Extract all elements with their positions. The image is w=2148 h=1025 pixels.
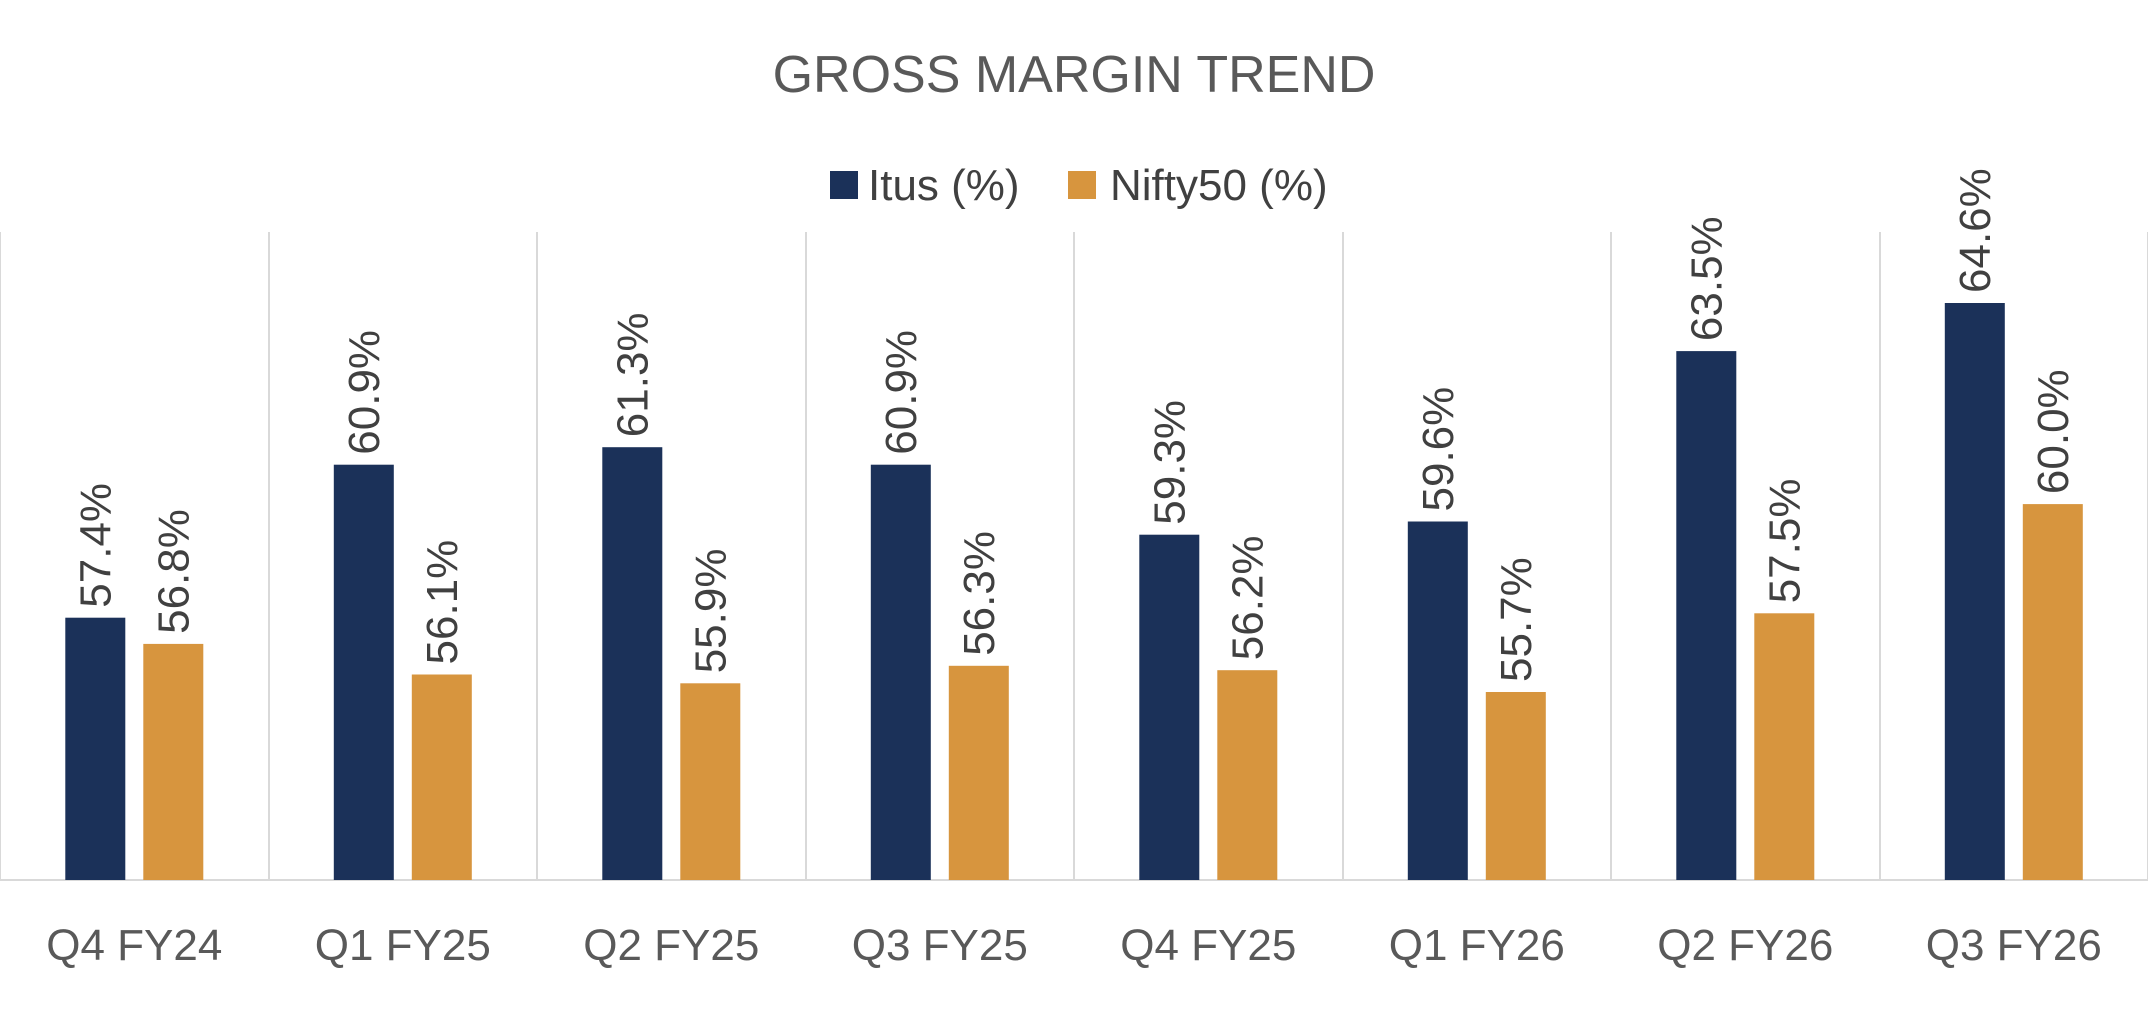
plot-area: 57.4% 56.8% Q4 FY24 60.9% 56.1% Q1 FY25 61.3% 5… [0, 168, 2148, 970]
legend-label-itus: Itus (%) [868, 161, 1020, 210]
bar-nifty50 [2022, 504, 2083, 880]
bar-itus [1944, 303, 2005, 880]
data-label: 59.6% [1414, 387, 1463, 512]
x-tick-label: Q3 FY25 [852, 921, 1028, 970]
data-label: 56.2% [1223, 535, 1272, 660]
bar-itus [1139, 534, 1200, 880]
bar-itus [870, 464, 931, 880]
bar-nifty50 [1217, 670, 1278, 880]
data-label: 57.4% [71, 483, 120, 608]
data-label: 60.0% [2029, 369, 2078, 494]
x-tick-label: Q3 FY26 [1926, 921, 2102, 970]
legend-swatch-itus [830, 171, 858, 199]
chart-title: GROSS MARGIN TREND [773, 46, 1376, 104]
x-tick-label: Q2 FY25 [583, 921, 759, 970]
data-label: 61.3% [608, 312, 657, 437]
x-tick-label: Q4 FY25 [1120, 921, 1296, 970]
legend-swatch-nifty50 [1068, 171, 1096, 199]
data-label: 55.9% [686, 549, 735, 674]
bar-nifty50 [411, 674, 472, 880]
data-label: 57.5% [1760, 479, 1809, 604]
bar-nifty50 [948, 665, 1009, 880]
bar-nifty50 [1754, 613, 1815, 880]
data-label: 60.9% [340, 330, 389, 455]
data-label: 56.1% [418, 540, 467, 665]
bar-nifty50 [143, 643, 204, 880]
bar-itus [1407, 521, 1468, 880]
data-label: 63.5% [1682, 216, 1731, 341]
bar-itus [1676, 351, 1737, 881]
data-label: 56.3% [955, 531, 1004, 656]
x-tick-label: Q1 FY26 [1389, 921, 1565, 970]
bar-itus [65, 617, 126, 880]
bar-itus [602, 447, 663, 880]
data-label: 60.9% [877, 330, 926, 455]
data-label: 59.3% [1145, 400, 1194, 525]
x-tick-label: Q4 FY24 [46, 921, 222, 970]
data-label: 64.6% [1951, 168, 2000, 293]
x-tick-label: Q2 FY26 [1657, 921, 1833, 970]
data-label: 55.7% [1492, 557, 1541, 682]
legend: Itus (%) Nifty50 (%) [830, 161, 1328, 210]
bar-nifty50 [1485, 692, 1546, 880]
bar-itus [333, 464, 394, 880]
legend-label-nifty50: Nifty50 (%) [1110, 161, 1328, 210]
bar-nifty50 [680, 683, 741, 880]
data-label: 56.8% [149, 509, 198, 634]
x-tick-label: Q1 FY25 [315, 921, 491, 970]
